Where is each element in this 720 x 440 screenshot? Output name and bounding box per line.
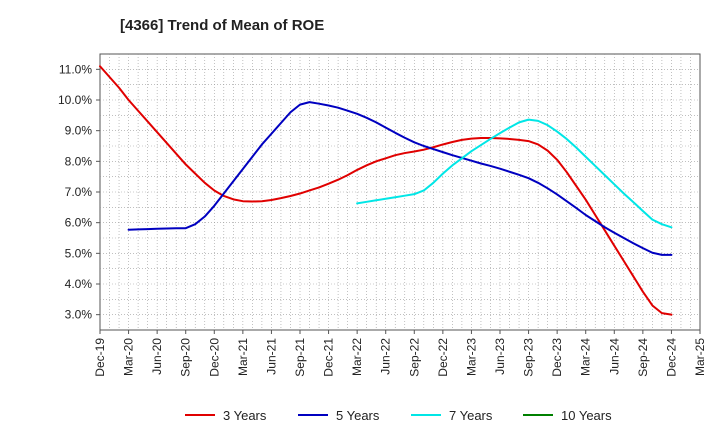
x-tick-label: Jun-20 (150, 338, 164, 375)
legend-label: 7 Years (449, 408, 493, 423)
y-tick-label: 6.0% (65, 216, 93, 230)
y-tick-label: 11.0% (59, 62, 92, 76)
x-tick-label: Mar-24 (579, 338, 593, 376)
legend-label: 5 Years (336, 408, 380, 423)
y-tick-label: 10.0% (58, 93, 92, 107)
x-tick-label: Dec-23 (550, 338, 564, 377)
legend: 3 Years 5 Years 7 Years 10 Years (185, 408, 612, 423)
y-tick-label: 8.0% (65, 154, 93, 168)
x-tick-label: Sep-20 (179, 338, 193, 377)
legend-label: 10 Years (561, 408, 612, 423)
x-tick-label: Sep-23 (522, 338, 536, 377)
y-tick-label: 3.0% (65, 308, 93, 322)
series-group (99, 65, 673, 316)
y-tick-label: 9.0% (65, 124, 93, 138)
x-tick-label: Jun-22 (379, 338, 393, 375)
y-tick-label: 7.0% (65, 185, 93, 199)
x-tick-label: Dec-24 (664, 338, 678, 377)
x-tick-label: Jun-21 (264, 338, 278, 375)
series-line-5-years (127, 101, 673, 256)
grid-lines (100, 54, 700, 330)
x-tick-label: Mar-21 (236, 338, 250, 376)
x-tick-label: Sep-21 (293, 338, 307, 377)
x-tick-label: Jun-24 (607, 338, 621, 375)
x-tick-label: Mar-25 (693, 338, 707, 376)
x-tick-label: Mar-22 (350, 338, 364, 376)
x-tick-label: Dec-22 (436, 338, 450, 377)
series-line-3-years (99, 65, 673, 316)
x-tick-label: Mar-20 (122, 338, 136, 376)
chart-title: [4366] Trend of Mean of ROE (120, 17, 324, 34)
legend-label: 3 Years (223, 408, 267, 423)
x-tick-label: Jun-23 (493, 338, 507, 375)
x-tick-label: Dec-19 (93, 338, 107, 377)
x-tick-label: Dec-20 (207, 338, 221, 377)
x-tick-label: Dec-21 (322, 338, 336, 377)
x-tick-label: Mar-23 (464, 338, 478, 376)
x-tick-label: Sep-22 (407, 338, 421, 377)
series-line-7-years (356, 118, 673, 229)
y-tick-label: 4.0% (65, 277, 93, 291)
y-tick-label: 5.0% (65, 246, 93, 260)
y-axis: 3.0% 4.0% 5.0% 6.0% 7.0% 8.0% 9.0% 10.0% 11.0% (58, 62, 100, 322)
x-tick-label: Sep-24 (636, 338, 650, 377)
x-axis: Dec-19 Mar-20 Jun-20 Sep-20 Dec-20 Mar-21 Jun-… (93, 330, 707, 377)
